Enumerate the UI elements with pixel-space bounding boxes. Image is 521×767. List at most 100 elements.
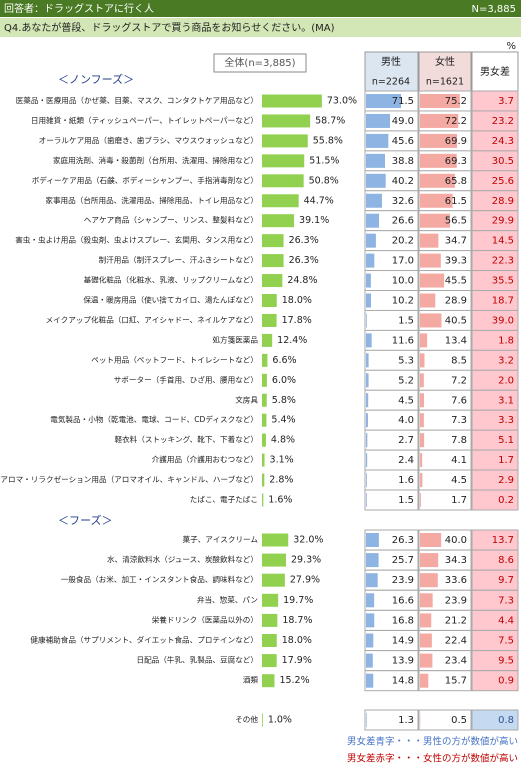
female-bar xyxy=(420,553,439,568)
total-bar xyxy=(262,573,285,587)
female-bar xyxy=(420,173,455,188)
diff-value: 0.9 xyxy=(498,676,514,687)
total-bar xyxy=(262,553,287,567)
unit: % xyxy=(506,41,516,52)
female-bar xyxy=(420,193,453,208)
female-bar xyxy=(420,613,432,628)
female-value: 56.5 xyxy=(445,216,467,227)
female-value: 69.3 xyxy=(445,156,467,167)
total-n: N=3,885 xyxy=(472,4,517,15)
female-bar xyxy=(420,593,433,608)
row-label: 栄養ドリンク（医薬品以外の） xyxy=(152,614,258,624)
male-bar xyxy=(366,533,379,547)
male-value: 38.8 xyxy=(392,156,414,167)
female-value: 61.5 xyxy=(445,196,467,207)
male-value: 13.9 xyxy=(392,656,414,667)
male-value: 71.5 xyxy=(392,96,414,107)
row-label: 家事用品（台所用品、洗濯用品、掃除用品、トイレ用品など） xyxy=(45,195,258,205)
male-bar xyxy=(366,333,372,348)
male-value: 10.0 xyxy=(392,276,414,287)
female-value: 7.2 xyxy=(451,375,467,386)
female-bar xyxy=(420,213,450,228)
total-value: 5.4% xyxy=(271,415,295,426)
total-bar xyxy=(262,533,289,547)
female-bar xyxy=(420,453,423,468)
male-value: 16.6 xyxy=(392,595,414,606)
female-header: 女性 xyxy=(435,55,455,68)
female-value: 1.7 xyxy=(451,495,467,506)
total-bar xyxy=(262,413,267,427)
row-label: 医薬品・医療用品（かぜ薬、目薬、マスク、コンタクトケア用品など） xyxy=(16,95,258,105)
row-label: ボディーケア用品（石鹸、ボディーシャンプー、手指消毒剤など） xyxy=(32,175,258,185)
row-label: 一般食品（お米、加工・インスタント食品、調味料など） xyxy=(61,574,258,584)
diff-value: 1.7 xyxy=(498,455,514,466)
total-value: 27.9% xyxy=(290,575,320,586)
diff-cell xyxy=(471,709,519,731)
diff-value: 29.9 xyxy=(492,216,514,227)
male-value: 40.2 xyxy=(392,176,414,187)
diff-value: 9.7 xyxy=(498,575,514,586)
female-bar xyxy=(420,673,429,688)
diff-cell xyxy=(471,670,519,692)
female-value: 15.7 xyxy=(445,676,467,687)
total-value: 55.8% xyxy=(313,135,343,146)
female-value: 33.6 xyxy=(445,575,467,586)
question: Q4.あなたが普段、ドラッグストアで買う商品をお知らせください。(MA) xyxy=(4,21,335,34)
female-value: 40.5 xyxy=(445,315,467,326)
female-value: 4.5 xyxy=(451,475,467,486)
total-value: 5.8% xyxy=(272,395,296,406)
total-value: 73.0% xyxy=(327,96,357,107)
diff-value: 3.3 xyxy=(498,415,514,426)
female-value: 34.7 xyxy=(445,236,467,247)
section-title: ＜フーズ＞ xyxy=(58,513,112,527)
total-value: 18.0% xyxy=(282,295,312,306)
total-value: 15.2% xyxy=(279,675,309,686)
total-bar xyxy=(262,593,279,607)
male-bar xyxy=(366,453,368,468)
total-bar xyxy=(262,214,295,228)
diff-value: 8.6 xyxy=(498,555,514,566)
male-bar xyxy=(366,373,369,388)
diff-value: 2.0 xyxy=(498,375,514,386)
diff-value: 24.3 xyxy=(492,136,514,147)
male-bar xyxy=(366,173,386,188)
row-label: 害虫・虫よけ用品（殺虫剤、虫よけスプレー、玄関用、タンス用など） xyxy=(15,235,258,245)
total-bar xyxy=(262,154,305,168)
row-label: 健康補助食品（サプリメント、ダイエット食品、プロテインなど） xyxy=(30,635,258,645)
total-bar xyxy=(262,94,322,108)
diff-value: 3.1 xyxy=(498,395,514,406)
row-label: 保温・暖房用品（使い捨てカイロ、湯たんぽなど） xyxy=(83,295,258,305)
male-bar xyxy=(366,653,373,668)
male-value: 23.9 xyxy=(392,575,414,586)
male-value: 32.6 xyxy=(392,196,414,207)
diff-value: 30.5 xyxy=(492,156,514,167)
female-value: 8.5 xyxy=(451,355,467,366)
male-value: 49.0 xyxy=(392,116,414,127)
diff-value: 4.4 xyxy=(498,615,514,626)
male-value: 4.0 xyxy=(398,415,414,426)
row-label: 酒類 xyxy=(243,675,259,685)
female-bar xyxy=(420,333,428,348)
male-bar xyxy=(366,713,367,727)
male-bar xyxy=(366,473,367,488)
total-bar xyxy=(262,453,265,467)
row-label: 文房具 xyxy=(235,394,258,404)
row-label: その他 xyxy=(235,714,258,724)
total-bar xyxy=(262,254,284,268)
female-value: 40.0 xyxy=(445,535,467,546)
male-value: 5.2 xyxy=(398,375,414,386)
female-value: 75.2 xyxy=(445,96,467,107)
total-value: 2.8% xyxy=(269,475,293,486)
diff-header-box xyxy=(471,51,519,92)
total-bar xyxy=(262,333,273,347)
row-label: 制汗用品（制汗スプレー、汗ふきシートなど） xyxy=(99,255,258,265)
male-bar xyxy=(366,573,378,588)
total-bar xyxy=(262,114,311,128)
total-value: 18.0% xyxy=(282,635,312,646)
row-label: 菓子、アイスクリーム xyxy=(183,534,259,544)
male-bar xyxy=(366,593,375,608)
section-title: ＜ノンフーズ＞ xyxy=(58,72,134,86)
male-bar xyxy=(366,233,376,248)
female-value: 72.2 xyxy=(445,116,467,127)
diff-value: 0.2 xyxy=(498,495,514,506)
